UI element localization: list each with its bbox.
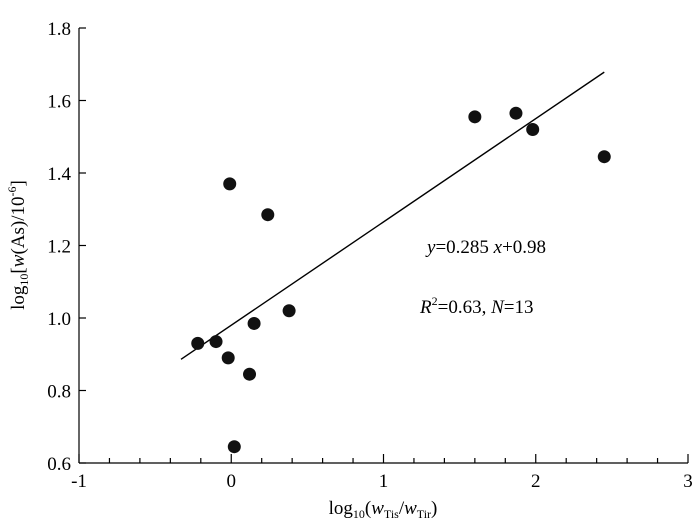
y-tick-label: 1.8 [47, 19, 71, 40]
y-tick-label: 1.6 [47, 92, 71, 113]
x-title-w2: w [404, 498, 417, 519]
x-axis-ticks: -1 0 1 2 3 [71, 454, 693, 492]
x-title-slash: / [399, 498, 405, 519]
plot-frame [78, 28, 688, 464]
y-tick-label: 1.2 [47, 237, 71, 258]
x-title-w2-sub: Tir [417, 507, 431, 521]
data-point [223, 177, 237, 191]
data-point [243, 367, 257, 381]
y-tick-label: 0.6 [47, 454, 71, 475]
y-title-log-sub: 10 [17, 274, 31, 286]
data-point [221, 351, 235, 365]
x-tick-label: 1 [379, 471, 389, 492]
data-point [509, 106, 523, 120]
y-axis-title: log10[w(As)/10-6] [5, 180, 31, 310]
regression-equation: y=0.285 x+0.98 [425, 237, 546, 258]
x-tick-label: -1 [71, 471, 87, 492]
y-axis-ticks: 0.6 0.8 1.0 1.2 1.4 1.6 1.8 [47, 19, 86, 475]
x-title-log: log [329, 498, 354, 519]
stat-r-exp: 2 [432, 294, 438, 308]
data-point [227, 440, 241, 454]
data-point [261, 208, 275, 222]
stat-n: N [490, 297, 505, 318]
fit-statistics: R2=0.63, N=13 [419, 294, 533, 318]
x-tick-label: 3 [683, 471, 693, 492]
y-title-mid: (As)/10 [8, 196, 29, 254]
data-point [526, 123, 540, 136]
equation-x: x [493, 237, 503, 258]
data-points [191, 106, 611, 454]
x-tick-label: 0 [227, 471, 237, 492]
y-tick-label: 1.0 [47, 309, 71, 330]
fit-line-layer [180, 71, 605, 360]
data-point [191, 336, 205, 350]
x-title-close: ) [431, 498, 437, 519]
stat-r: R [419, 297, 432, 318]
stat-r-value: =0.63, [438, 297, 491, 318]
data-point [247, 316, 261, 330]
stat-n-value: =13 [504, 297, 534, 318]
x-title-open: ( [365, 498, 371, 519]
x-title-w1-sub: Tis [384, 507, 399, 521]
y-title-w: w [8, 254, 29, 267]
data-point [597, 150, 611, 164]
y-title-close: ] [8, 180, 29, 186]
y-tick-label: 1.4 [47, 164, 71, 185]
data-point [209, 335, 223, 349]
x-title-log-sub: 10 [353, 507, 365, 521]
y-title-open: [ [8, 267, 29, 273]
equation-y: y [425, 237, 436, 258]
x-title-w1: w [371, 498, 384, 519]
y-title-log: log [8, 285, 29, 310]
equation-intercept: +0.98 [502, 237, 546, 258]
y-tick-label: 0.8 [47, 382, 71, 403]
x-axis-title: log10(wTis/wTir) [329, 498, 438, 521]
data-point [468, 110, 482, 124]
data-point [282, 304, 296, 318]
y-title-exp: -6 [5, 186, 19, 196]
equation-coef: =0.285 [435, 237, 493, 258]
x-tick-label: 2 [531, 471, 541, 492]
regression-line [180, 71, 605, 360]
